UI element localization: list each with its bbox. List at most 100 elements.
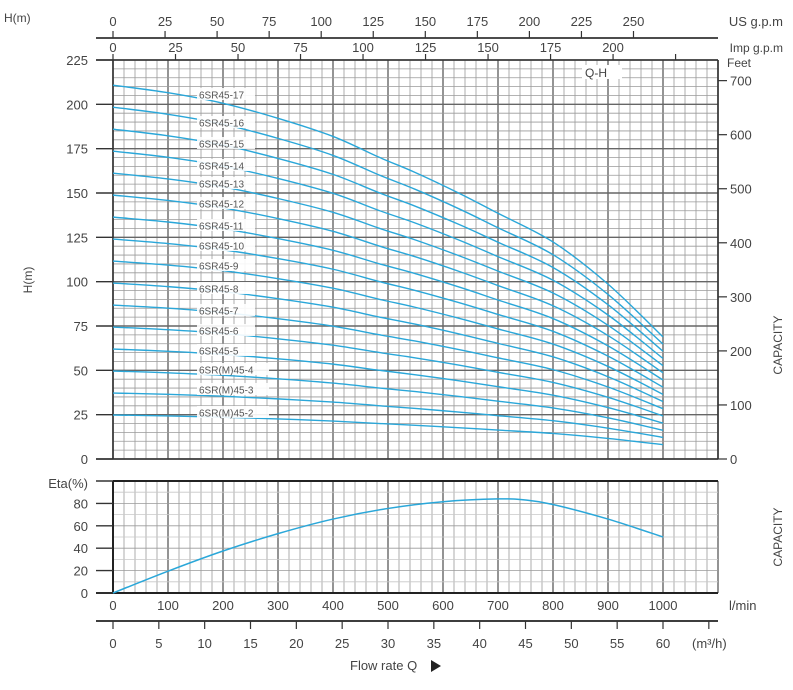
- imp-gpm-tick-label: 0: [109, 40, 116, 55]
- m3h-tick-label: 40: [472, 636, 486, 651]
- x-tick-label-lmin: 1000: [649, 598, 678, 613]
- series-label-bg: [197, 159, 255, 171]
- y-axis-title-top: H(m): [4, 11, 31, 25]
- series-labels: 6SR45-17 6SR45-16 6SR45-15 6SR45-14 6SR45-13…: [197, 88, 269, 420]
- series-label-bg: [197, 282, 255, 294]
- m3h-tick-label: 25: [335, 636, 349, 651]
- y2-tick-label: 0: [730, 452, 737, 467]
- eta-y-tick-label: 0: [81, 586, 88, 601]
- m3h-tick-label: 15: [243, 636, 257, 651]
- y-tick-label: 0: [81, 452, 88, 467]
- eta-grid: [112, 480, 719, 594]
- y-tick-label: 150: [66, 186, 88, 201]
- series-label-bg: [197, 239, 255, 251]
- series-label-bg: [197, 383, 269, 395]
- us-gpm-tick-label: 50: [210, 14, 224, 29]
- us-gpm-tick-label: 225: [571, 14, 593, 29]
- eta-axis-title: Eta(%): [48, 476, 88, 491]
- series-label-bg: [197, 363, 269, 375]
- eta-curve: [112, 498, 664, 594]
- x-tick-label-lmin: 400: [322, 598, 344, 613]
- qh-title: Q-H: [585, 66, 607, 80]
- series-label-bg: [197, 177, 255, 189]
- us-gpm-tick-label: 0: [109, 14, 116, 29]
- y-tick-label: 200: [66, 97, 88, 112]
- y2-tick-label: 600: [730, 128, 752, 143]
- series-label-bg: [197, 324, 255, 336]
- series-label: 6SR45-15: [199, 140, 244, 151]
- axes: 0255075100125150175200225010020030040050…: [66, 14, 751, 651]
- series-label: 6SR45-14: [199, 162, 244, 173]
- us-gpm-tick-label: 100: [310, 14, 332, 29]
- x-tick-label-lmin: 500: [377, 598, 399, 613]
- x-tick-label-lmin: 0: [109, 598, 116, 613]
- us-gpm-label: US g.p.m: [729, 14, 783, 29]
- series-label-bg: [197, 304, 255, 316]
- series-label: 6SR45-5: [199, 347, 239, 358]
- m3h-tick-label: 60: [656, 636, 670, 651]
- series-label: 6SR45-6: [199, 327, 239, 338]
- flow-arrow-icon: [431, 660, 441, 672]
- series-label-bg: [197, 344, 255, 356]
- series-label: 6SR(M)45-3: [199, 386, 254, 397]
- imp-gpm-label: Imp g.p.m: [730, 41, 783, 55]
- y2-tick-label: 200: [730, 344, 752, 359]
- series-label-bg: [197, 137, 255, 149]
- series-label: 6SR45-16: [199, 119, 244, 130]
- y-tick-label: 175: [66, 142, 88, 157]
- m3h-tick-label: 10: [197, 636, 211, 651]
- y-tick-label: 225: [66, 53, 88, 68]
- series-label-bg: [197, 259, 255, 271]
- series-label-bg: [197, 406, 269, 418]
- imp-gpm-tick-label: 25: [168, 40, 182, 55]
- m3h-tick-label: 50: [564, 636, 578, 651]
- y-tick-label: 125: [66, 230, 88, 245]
- y-axis-title-rotated: H(m): [21, 267, 35, 294]
- us-gpm-tick-label: 125: [362, 14, 384, 29]
- y-tick-label: 75: [74, 319, 88, 334]
- flow-rate-label: Flow rate Q: [350, 658, 417, 673]
- series-label: 6SR45-12: [199, 200, 244, 211]
- series-label: 6SR45-11: [199, 222, 244, 233]
- x-tick-label-lmin: 900: [597, 598, 619, 613]
- eta-y-tick-label: 60: [74, 519, 88, 534]
- series-label: 6SR45-17: [199, 91, 244, 102]
- y2-tick-label: 100: [730, 398, 752, 413]
- series-label-bg: [197, 88, 255, 100]
- m3h-tick-label: 30: [381, 636, 395, 651]
- capacity-label-bottom: CAPACITY: [771, 507, 785, 566]
- series-label: 6SR45-7: [199, 307, 239, 318]
- eta-y-tick-label: 40: [74, 541, 88, 556]
- qh-curve: [112, 370, 664, 431]
- us-gpm-tick-label: 75: [262, 14, 276, 29]
- y-tick-label: 100: [66, 275, 88, 290]
- y2-tick-label: 700: [730, 74, 752, 89]
- m3h-tick-label: 45: [518, 636, 532, 651]
- y-tick-label: 50: [74, 363, 88, 378]
- series-label-bg: [197, 116, 255, 128]
- y-tick-label: 25: [74, 408, 88, 423]
- series-label: 6SR45-9: [199, 262, 239, 273]
- x-tick-label-lmin: 700: [487, 598, 509, 613]
- m3h-tick-label: 35: [427, 636, 441, 651]
- x-tick-label-lmin: 100: [157, 598, 179, 613]
- imp-gpm-tick-label: 150: [477, 40, 499, 55]
- series-label: 6SR45-13: [199, 180, 244, 191]
- eta-y-tick-label: 80: [74, 496, 88, 511]
- imp-gpm-tick-label: 200: [602, 40, 624, 55]
- x-tick-label-lmin: 300: [267, 598, 289, 613]
- m3h-tick-label: 55: [610, 636, 624, 651]
- m3h-unit: (m³/h): [692, 636, 727, 651]
- imp-gpm-tick-label: 75: [293, 40, 307, 55]
- x-tick-label-lmin: 200: [212, 598, 234, 613]
- series-label: 6SR45-10: [199, 242, 244, 253]
- m3h-tick-label: 5: [155, 636, 162, 651]
- imp-gpm-tick-label: 125: [415, 40, 437, 55]
- qh-title-bg: [582, 65, 622, 79]
- x-tick-label-lmin: 600: [432, 598, 454, 613]
- us-gpm-tick-label: 175: [466, 14, 488, 29]
- eta-curve-group: [112, 498, 664, 594]
- eta-y-tick-label: 20: [74, 564, 88, 579]
- us-gpm-tick-label: 250: [623, 14, 645, 29]
